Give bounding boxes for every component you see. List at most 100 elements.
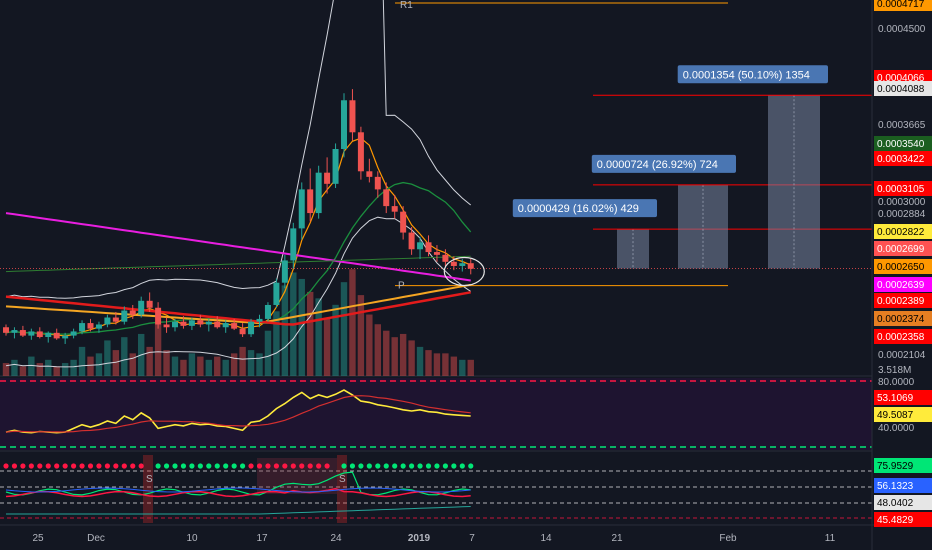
- osc-tag-label: 48.0402: [877, 498, 914, 509]
- volume-bar: [188, 353, 196, 376]
- signal-dot: [375, 463, 381, 469]
- candle-body: [180, 321, 187, 326]
- signal-dot: [163, 463, 170, 469]
- signal-dot: [189, 463, 195, 469]
- volume-bar: [399, 333, 407, 376]
- price-tag: [874, 277, 932, 292]
- volume-bar: [61, 363, 69, 376]
- signal-dot: [20, 463, 26, 469]
- candle-body: [3, 327, 9, 333]
- bollinger-lower: [5, 216, 471, 368]
- sell-signal-label: S: [339, 474, 346, 485]
- volume-bar: [442, 353, 449, 376]
- time-tick-label: 24: [330, 533, 342, 544]
- candle-body: [273, 282, 280, 305]
- osc-mid-line: [5, 487, 471, 493]
- signal-dot: [180, 463, 187, 469]
- time-tick-label: 25: [32, 533, 44, 544]
- candle-body: [121, 310, 128, 322]
- signal-zone: [257, 458, 337, 494]
- signal-dot: [214, 463, 220, 469]
- volume-bar: [467, 359, 474, 376]
- time-tick-label: 2019: [408, 533, 431, 544]
- osc-tag: [874, 512, 932, 527]
- candle-body: [146, 300, 153, 308]
- candle-body: [349, 100, 356, 133]
- candle-body: [357, 132, 364, 172]
- signal-dot: [130, 463, 136, 469]
- signal-dot: [54, 463, 60, 469]
- time-tick-label: Feb: [719, 533, 737, 544]
- osc-tag: [874, 458, 932, 473]
- candle-body: [36, 331, 43, 338]
- candle-body: [62, 335, 69, 339]
- signal-dot: [409, 463, 415, 469]
- candle-body: [450, 261, 457, 266]
- candle-body: [341, 100, 347, 150]
- rsi-pane[interactable]: [0, 378, 872, 450]
- projection-label: 0.0001354 (50.10%) 1354: [683, 69, 810, 81]
- time-tick-label: 17: [256, 533, 268, 544]
- volume-bar: [129, 353, 136, 376]
- signal-dot: [248, 463, 254, 469]
- candle-body: [433, 252, 440, 255]
- time-tick-label: 10: [186, 533, 198, 544]
- candle-body: [95, 324, 102, 329]
- signal-dot: [383, 463, 389, 469]
- candle-body: [298, 189, 305, 229]
- price-tag: [874, 81, 932, 96]
- rsi-tag: [874, 390, 932, 405]
- price-tag: [874, 181, 932, 196]
- signal-dot: [28, 463, 34, 469]
- volume-bar: [416, 346, 424, 376]
- candle-body: [19, 330, 26, 336]
- price-pane[interactable]: R1 P 0.0000429 (16.02%) 429 0.0000724 (26.9…: [0, 0, 872, 452]
- price-tag-label: 0.0002639: [877, 280, 925, 291]
- signal-dot: [206, 463, 212, 469]
- signal-dot: [425, 463, 432, 469]
- candle-body: [391, 206, 398, 212]
- price-tick-label: 0.0003665: [878, 120, 926, 131]
- time-axis[interactable]: 25 Dec 10 17 24 2019 7 14 21 Feb 11: [0, 524, 932, 544]
- volume-bar: [197, 356, 204, 376]
- price-tag-label: 0.0004717: [877, 0, 925, 10]
- volume-bar: [11, 359, 18, 376]
- volume-bar: [171, 356, 179, 376]
- price-tag: [874, 224, 932, 239]
- projection-label: 0.0000429 (16.02%) 429: [518, 203, 639, 215]
- signal-dot: [299, 463, 305, 469]
- price-tag-label: 0.0003422: [877, 154, 925, 165]
- signal-dot: [138, 463, 144, 469]
- rsi-tick-label: 80.0000: [878, 377, 915, 388]
- volume-bar: [112, 350, 120, 376]
- candle-body: [53, 332, 60, 339]
- volume-bar: [298, 278, 305, 376]
- price-tag-label: 0.0003105: [877, 184, 925, 195]
- osc-tag-label: 45.4829: [877, 515, 914, 526]
- price-tag: [874, 311, 932, 326]
- signal-dot: [341, 463, 347, 469]
- signal-dot: [417, 463, 423, 469]
- signal-dot: [3, 463, 9, 469]
- time-tick-label: Dec: [87, 533, 105, 544]
- volume-bar: [307, 291, 314, 376]
- volume-bar: [180, 359, 187, 376]
- volume-bar: [121, 337, 128, 376]
- highlight-circle: [443, 256, 485, 287]
- signal-dot: [265, 463, 271, 469]
- price-tag: [874, 136, 932, 151]
- rsi-tag-label: 49.5087: [877, 410, 914, 421]
- candle-body: [129, 310, 136, 315]
- price-tick-label: 0.0002884: [878, 209, 926, 220]
- volume-bar: [383, 330, 390, 376]
- signal-dot: [459, 463, 465, 469]
- signal-dot: [468, 463, 474, 469]
- volume-bar: [45, 359, 52, 376]
- volume-bar: [36, 363, 43, 376]
- signal-dot: [87, 463, 94, 469]
- signal-dot: [256, 463, 263, 469]
- price-tag-label: 0.0002822: [877, 227, 925, 238]
